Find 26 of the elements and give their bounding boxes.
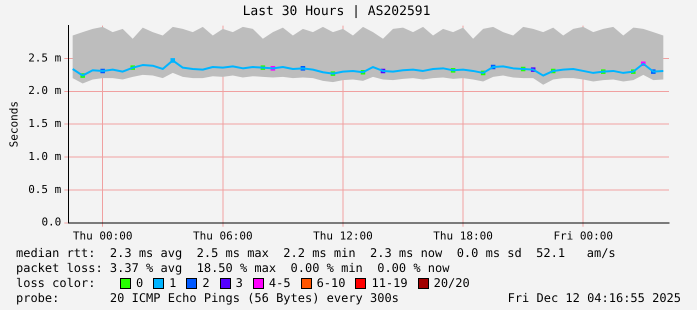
legend-title: loss color: xyxy=(16,276,96,291)
chart-title: Last 30 Hours | AS202591 xyxy=(242,4,430,20)
legend-label: 2 xyxy=(202,276,210,291)
x-tick-label: Thu 00:00 xyxy=(72,229,132,242)
x-tick-label: Thu 18:00 xyxy=(433,229,493,242)
x-tick-label: Thu 06:00 xyxy=(193,229,253,242)
text: Fri Dec 12 04:16:55 2025 xyxy=(508,291,681,306)
y-tick-label: 1.5 m xyxy=(28,117,62,130)
x-tick-label: Thu 12:00 xyxy=(313,229,373,242)
legend-label: 11-19 xyxy=(371,276,408,291)
legend-label: 0 xyxy=(136,276,144,291)
text: median rtt: 2.3 ms avg 2.5 ms max 2.2 ms min 2.3 ms now 0.0 ms sd 52.1 am/s xyxy=(16,246,617,261)
text: packet loss: 3.37 % avg 18.50 % max 0.00 % min 0.00 % now xyxy=(16,261,450,276)
x-tick-label: Fri 00:00 xyxy=(553,229,614,242)
legend-label: 3 xyxy=(236,276,243,291)
y-axis-title: Seconds xyxy=(7,101,20,148)
y-tick-label: 0.5 m xyxy=(28,182,62,196)
y-tick-label: 2.0 m xyxy=(28,84,62,98)
legend-label: 1 xyxy=(169,276,176,291)
legend-label: 20/20 xyxy=(434,276,470,291)
y-tick-label: 1.0 m xyxy=(28,150,62,163)
legend-label: 4-5 xyxy=(268,276,291,291)
y-tick-label: 0.0 xyxy=(41,216,62,229)
y-tick-label: 2.5 m xyxy=(28,51,62,64)
text: probe: 20 ICMP Echo Pings (56 Bytes) every 300s xyxy=(16,291,399,306)
legend-label: 6-10 xyxy=(316,276,346,291)
